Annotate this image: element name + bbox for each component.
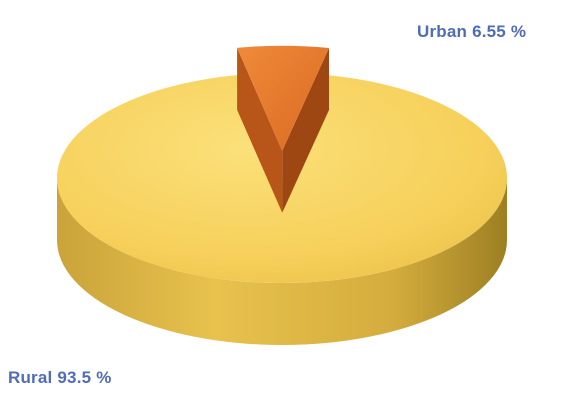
urban-label-name: Urban — [417, 22, 468, 41]
urban-label: Urban 6.55 % — [417, 22, 526, 42]
slice-urban — [237, 45, 330, 213]
urban-label-value: 6.55 % — [472, 22, 527, 41]
slices-layer — [57, 45, 508, 345]
slice-rural-side — [57, 178, 507, 345]
slice-urban-wall-start — [237, 47, 283, 213]
slice-urban-wall-end — [282, 48, 330, 213]
slice-urban-top — [237, 45, 330, 151]
rural-label-value: 93.5 % — [57, 368, 112, 387]
rural-label: Rural 93.5 % — [8, 368, 112, 388]
rural-label-name: Rural — [8, 368, 53, 387]
